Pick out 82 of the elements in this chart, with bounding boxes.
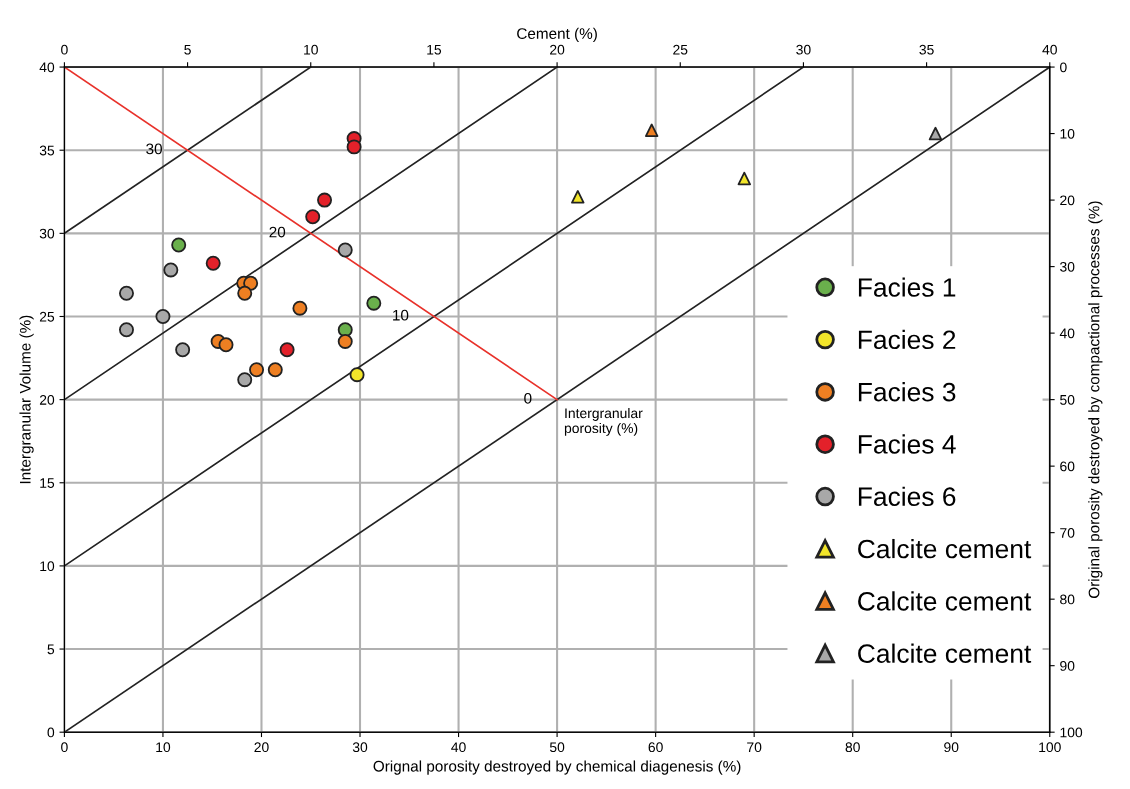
x-axis-title: Orignal porosity destroyed by chemical diagenesis (%) — [373, 760, 741, 775]
x2-tick-label: 10 — [304, 44, 318, 55]
point — [337, 242, 353, 258]
x-tick-label: 70 — [747, 742, 762, 753]
x-tick-label: 10 — [156, 742, 171, 753]
y-tick-label: 5 — [47, 644, 55, 655]
x2-tick-label: 15 — [427, 44, 442, 55]
y-tick-label: 35 — [39, 145, 55, 156]
point — [305, 209, 321, 225]
x2-tick-label: 0 — [61, 44, 68, 55]
legend-label: Facies 6 — [858, 486, 956, 507]
x-tick-label: 80 — [845, 742, 860, 753]
legend-label: Facies 1 — [858, 277, 956, 297]
y2-tick-label: 60 — [1060, 461, 1075, 472]
x-tick-label: 90 — [944, 742, 959, 753]
y-tick-label: 15 — [40, 478, 55, 488]
annotation: 30 — [146, 143, 162, 155]
y2-tick-label: 30 — [1060, 261, 1075, 272]
y2-axis-title: Original porosity destroyed by compactional processes (%) — [1088, 201, 1103, 599]
annotation: Intergranular porosity (%) — [564, 407, 643, 436]
x-tick-label: 0 — [61, 742, 68, 753]
point — [163, 262, 179, 278]
point — [175, 342, 191, 358]
point — [737, 171, 752, 186]
y2-tick-label: 80 — [1060, 594, 1075, 605]
x2-tick-label: 20 — [550, 44, 565, 55]
point — [237, 372, 253, 388]
y2-tick-label: 50 — [1060, 394, 1075, 405]
point — [267, 362, 283, 378]
point — [346, 139, 362, 155]
y-tick-label: 30 — [39, 228, 55, 239]
x2-tick-label: 25 — [673, 44, 688, 55]
point — [644, 123, 659, 137]
point — [249, 362, 265, 378]
point — [366, 295, 382, 311]
x-tick-label: 30 — [352, 742, 368, 753]
y2-tick-label: 100 — [1060, 727, 1083, 738]
x2-tick-label: 40 — [1042, 44, 1057, 55]
y2-tick-label: 10 — [1060, 128, 1075, 139]
legend-label: Facies 3 — [858, 382, 956, 402]
x2-tick-label: 30 — [796, 44, 811, 55]
annotation: 0 — [524, 392, 532, 404]
y-tick-label: 40 — [39, 62, 55, 73]
y-axis-title: Intergranular Volume (%) — [19, 315, 34, 484]
x-tick-label: 50 — [549, 742, 565, 753]
x-tick-label: 20 — [254, 742, 269, 753]
point — [317, 192, 333, 208]
legend-label: Calcite cement — [858, 591, 1032, 611]
x2-tick-label: 35 — [919, 44, 934, 55]
y-tick-label: 10 — [40, 561, 55, 572]
point — [292, 300, 308, 316]
point — [118, 322, 134, 338]
annotation: 20 — [269, 226, 286, 238]
point — [571, 190, 585, 204]
point — [118, 285, 134, 301]
point — [205, 255, 221, 271]
x2-axis-title: Cement (%) — [517, 27, 597, 42]
x-tick-label: 100 — [1039, 742, 1061, 753]
legend-label: Calcite cement — [858, 643, 1032, 663]
legend-label: Facies 2 — [858, 329, 956, 350]
annotation: 10 — [393, 309, 409, 321]
point — [218, 337, 234, 353]
y2-tick-label: 70 — [1060, 527, 1075, 538]
x2-tick-label: 5 — [184, 44, 191, 55]
x-tick-label: 40 — [451, 742, 466, 753]
y-tick-label: 0 — [47, 727, 55, 738]
x-tick-label: 60 — [648, 742, 663, 753]
y2-tick-label: 40 — [1059, 328, 1075, 339]
point — [171, 237, 187, 253]
legend-label: Calcite cement — [858, 538, 1032, 559]
point — [155, 308, 171, 324]
y2-tick-label: 20 — [1060, 195, 1075, 206]
point — [349, 367, 365, 383]
y2-tick-label: 0 — [1060, 62, 1067, 73]
point — [337, 333, 353, 349]
point — [237, 285, 253, 301]
legend-label: Facies 4 — [858, 434, 956, 454]
y2-tick-label: 90 — [1060, 661, 1075, 671]
point — [928, 126, 943, 141]
point — [279, 342, 295, 358]
y-tick-label: 20 — [39, 394, 55, 405]
y-tick-label: 25 — [39, 311, 55, 322]
